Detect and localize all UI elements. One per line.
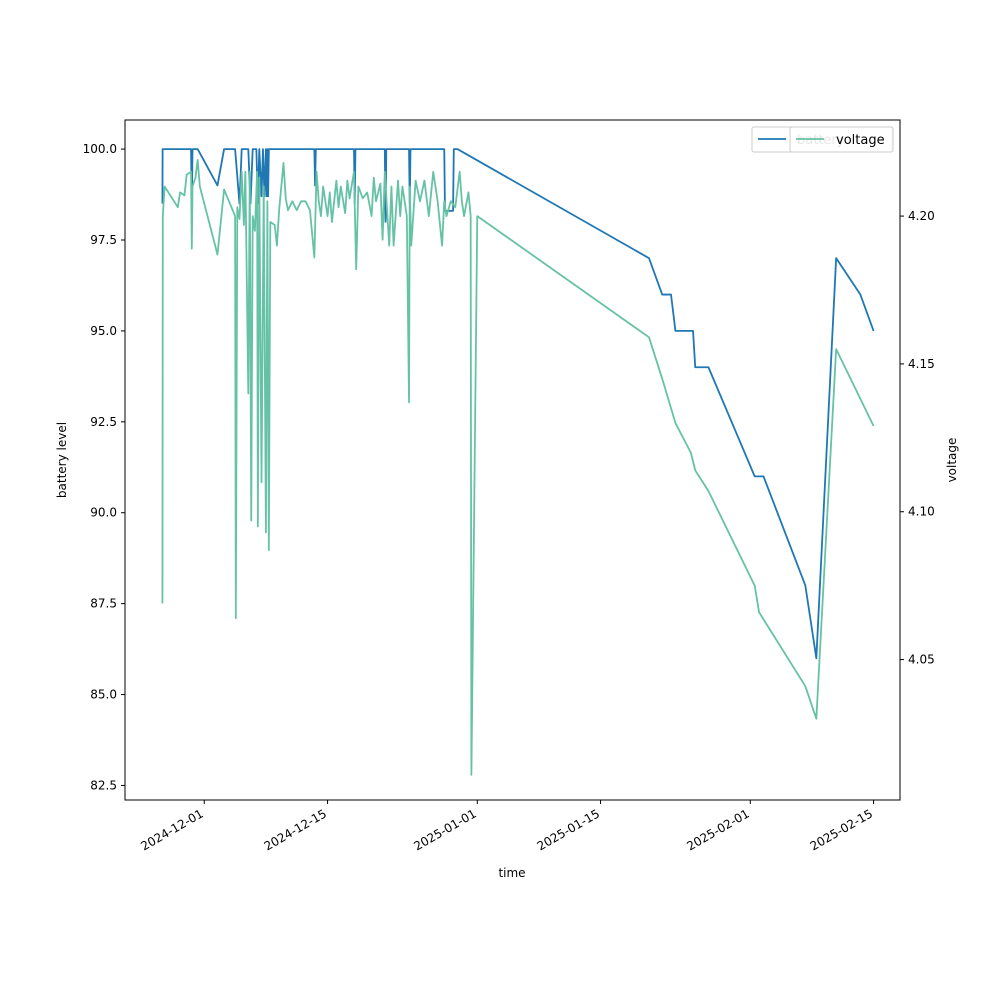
series-line-voltage [161,159,875,776]
legend-voltage-frame [789,126,894,153]
y-axis-label-right: voltage [945,438,959,483]
plot-frame [124,119,901,801]
y-tick-label: 92.5 [90,415,117,429]
y-right-tick-label: 4.20 [908,209,935,223]
legend-voltage: voltage [789,126,894,153]
y-tick-label: 85.0 [90,688,117,702]
y-axis-right: 4.05 4.10 4.15 4.20 [900,209,935,667]
y-tick-label: 87.5 [90,597,117,611]
y-tick-label: 97.5 [90,233,117,247]
x-axis-label: time [498,866,525,880]
y-tick-label: 95.0 [90,324,117,338]
legend-voltage-label: voltage [836,133,885,148]
plot-area [125,120,900,800]
y-axis-left: 82.5 85.0 87.5 90.0 92.5 95.0 97.5 100.0 [83,142,125,792]
y-tick-label: 82.5 [90,778,117,792]
y-tick-label: 90.0 [90,506,117,520]
y-right-tick-label: 4.15 [908,357,935,371]
y-right-tick-label: 4.05 [908,653,935,667]
series-lines [161,148,875,776]
y-axis-label-left: battery level [55,422,69,498]
y-tick-label: 100.0 [83,142,117,156]
y-right-tick-label: 4.10 [908,505,935,519]
